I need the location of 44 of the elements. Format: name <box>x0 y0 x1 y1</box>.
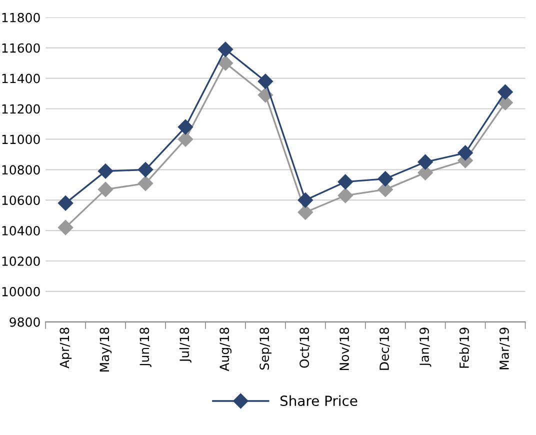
point <box>418 154 433 170</box>
x-tick-label: May/18 <box>100 328 112 372</box>
x-tick-label: Mar/19 <box>499 328 510 370</box>
y-tick-label: 10600 <box>2 196 40 206</box>
x-tick-label: Aug/18 <box>220 328 232 372</box>
point <box>458 145 473 160</box>
point <box>178 132 194 147</box>
point <box>258 74 273 89</box>
y-tick-label: 10000 <box>2 286 40 296</box>
point <box>98 164 114 179</box>
legend-label: Share Price <box>280 395 358 406</box>
point <box>418 165 433 180</box>
point <box>298 204 313 220</box>
point <box>138 176 154 191</box>
x-tick-label: Nov/18 <box>340 328 350 370</box>
y-tick-label: 11400 <box>2 74 40 84</box>
x-tick-label: Jan/19 <box>420 328 432 367</box>
point <box>178 119 194 135</box>
y-tick-label: 10400 <box>2 226 40 236</box>
point <box>378 171 393 186</box>
x-tick-label: Oct/18 <box>300 328 310 368</box>
y-tick-label: 11200 <box>2 104 40 114</box>
x-tick-label: Jul/18 <box>179 328 192 363</box>
x-tick-label: Jun/18 <box>140 328 152 368</box>
point <box>58 220 74 236</box>
point <box>298 192 313 208</box>
y-tick-label: 11600 <box>2 43 40 53</box>
y-tick-label: 11800 <box>2 12 40 22</box>
point <box>338 188 353 204</box>
point <box>498 84 513 100</box>
x-tick-label: Apr/18 <box>60 328 72 368</box>
point <box>218 42 234 57</box>
x-tick-label: Feb/19 <box>459 328 470 368</box>
point <box>338 174 353 190</box>
y-tick-label: 10800 <box>2 165 40 175</box>
point <box>218 56 234 71</box>
y-tick-label: 10200 <box>2 256 40 266</box>
x-tick-label: Sep/18 <box>260 328 272 370</box>
point <box>98 182 114 198</box>
y-tick-label: 11000 <box>2 134 40 144</box>
y-tick-label: 9800 <box>10 317 40 327</box>
x-tick-label: Dec/18 <box>380 328 390 370</box>
point <box>58 196 74 211</box>
point <box>138 162 154 178</box>
